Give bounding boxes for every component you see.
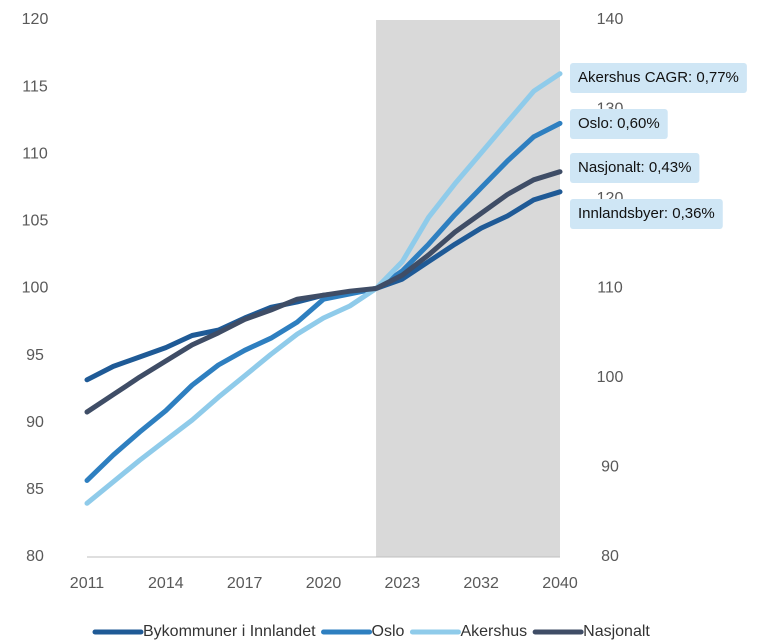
annotation-box [570,153,700,183]
series-line [84,169,563,415]
series-line [84,120,563,483]
annotation-box [570,199,723,229]
y2-tick-label: 100 [597,369,624,386]
x-tick-label: 2020 [306,575,342,592]
legend-label: Bykommuner i Innlandet [143,623,316,640]
y-tick-label: 115 [22,78,48,95]
legend-label: Oslo [372,623,405,640]
series-line [84,71,563,506]
y2-tick-label: 80 [601,548,619,565]
annotation-text: Innlandsbyer: 0,36% [578,205,715,222]
x-tick-label: 2014 [148,575,184,592]
annotations: Akershus CAGR: 0,77% Oslo: 0,60% Nasjonalt… [570,63,747,229]
y-tick-label: 100 [22,280,49,297]
y-tick-label: 105 [22,213,49,230]
annotation-text: Nasjonalt: 0,43% [578,159,691,176]
y-tick-label: 120 [22,11,49,28]
x-tick-label: 2023 [385,575,421,592]
y-tick-label: 110 [22,145,48,162]
y-tick-label: 85 [26,481,44,498]
y2-tick-label: 140 [597,11,624,28]
lines [84,71,563,506]
legend-label: Nasjonalt [583,623,650,640]
annotation-box [570,63,747,93]
annotation: Oslo: 0,60% [570,109,668,139]
annotation: Innlandsbyer: 0,36% [570,199,723,229]
y-tick-label: 90 [26,414,44,431]
y2-tick-label: 90 [601,459,619,476]
annotation-text: Oslo: 0,60% [578,115,660,132]
annotation-text: Akershus CAGR: 0,77% [578,69,739,86]
x-tick-label: 2040 [542,575,578,592]
annotation: Nasjonalt: 0,43% [570,153,700,183]
forecast-shade [376,20,560,557]
x-tick-label: 2032 [463,575,499,592]
y2-tick-label: 110 [597,280,623,297]
y-tick-label: 95 [26,347,44,364]
y-tick-label: 80 [26,548,44,565]
x-tick-label: 2011 [70,575,105,592]
legend-label: Akershus [460,623,527,640]
annotation: Akershus CAGR: 0,77% [570,63,747,93]
forecast-area [376,20,560,557]
annotation-box [570,109,668,139]
legend: Bykommuner i Innlandet Oslo Akershus Nasjon… [92,623,650,640]
x-tick-label: 2017 [227,575,263,592]
